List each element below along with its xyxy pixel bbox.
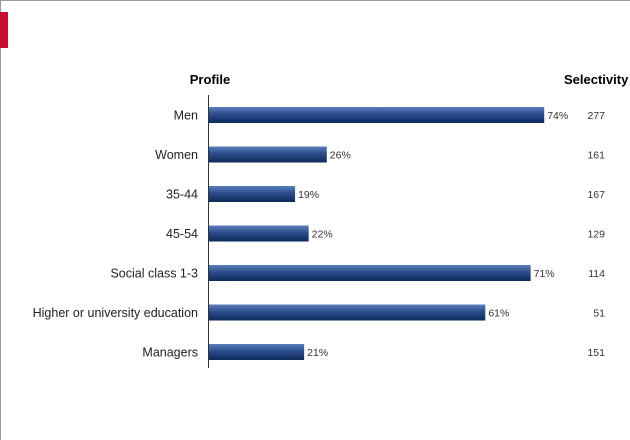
category-label: 35-44 bbox=[166, 188, 198, 202]
selectivity-value: 151 bbox=[587, 347, 605, 359]
selectivity-value: 277 bbox=[587, 110, 605, 122]
value-label: 71% bbox=[534, 268, 555, 280]
category-label: Higher or university education bbox=[33, 306, 198, 320]
category-label: 45-54 bbox=[166, 227, 198, 241]
selectivity-value: 167 bbox=[587, 189, 605, 201]
bars-group: Men 74% 277 Women 26% 161 35-44 19% 167 45-54 22% 1… bbox=[33, 107, 605, 360]
selectivity-value: 51 bbox=[593, 308, 605, 320]
category-label: Men bbox=[174, 109, 198, 123]
value-label: 22% bbox=[312, 229, 333, 241]
bar bbox=[209, 304, 486, 321]
selectivity-value: 114 bbox=[588, 268, 605, 280]
bar bbox=[209, 186, 296, 202]
selectivity-value: 129 bbox=[587, 229, 605, 241]
red-accent-bar bbox=[0, 12, 8, 48]
bar bbox=[209, 225, 309, 242]
bar bbox=[209, 265, 531, 281]
value-label: 61% bbox=[488, 308, 509, 320]
profile-header: Profile bbox=[190, 72, 230, 87]
bar bbox=[209, 344, 305, 360]
category-label: Managers bbox=[142, 346, 198, 360]
value-label: 21% bbox=[307, 347, 328, 359]
value-label: 26% bbox=[330, 150, 351, 162]
bar bbox=[209, 107, 545, 123]
selectivity-header: Selectivity bbox=[564, 72, 629, 87]
selectivity-value: 161 bbox=[587, 150, 605, 162]
value-label: 74% bbox=[547, 110, 568, 122]
value-label: 19% bbox=[298, 189, 319, 201]
bar bbox=[209, 146, 327, 163]
category-label: Social class 1-3 bbox=[110, 267, 198, 281]
category-label: Women bbox=[155, 148, 198, 162]
